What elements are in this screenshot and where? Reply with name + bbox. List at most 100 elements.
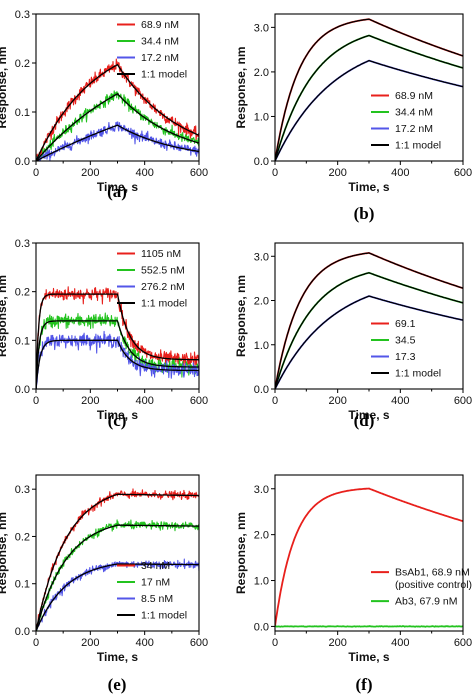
legend-label: 34.4 nM <box>395 107 433 119</box>
y-tick-label: 0.1 <box>15 335 30 347</box>
plot-area <box>36 286 199 389</box>
legend-label: BsAb1, 68.9 nM <box>395 567 470 579</box>
series-line <box>36 121 199 161</box>
legend-label: 1:1 model <box>395 368 441 380</box>
x-axis-title: Time, s <box>348 650 389 664</box>
x-axis-title: Time, s <box>97 180 138 194</box>
y-tick-label: 3.0 <box>254 22 269 34</box>
plot-area <box>36 58 199 161</box>
legend-label: 34.4 nM <box>141 36 179 48</box>
y-axis-title: Response, nm <box>0 512 9 594</box>
x-axis-title: Time, s <box>97 650 138 664</box>
y-tick-label: 0.1 <box>15 107 30 119</box>
y-tick-label: 1.0 <box>254 340 269 352</box>
legend-label: 1:1 model <box>395 140 441 152</box>
y-tick-label: 3.0 <box>254 251 269 263</box>
x-tick-label: 600 <box>190 167 208 179</box>
x-axis-title: Time, s <box>97 408 138 422</box>
x-tick-label: 0 <box>272 167 278 179</box>
panel-label: (f) <box>356 675 373 694</box>
legend-label: 34.5 <box>395 335 416 347</box>
y-tick-label: 0.1 <box>15 579 30 591</box>
chart-panel: 0 200 400 600 0.0 0.1 0.2 0.3 Time, s Response, n… <box>0 9 208 201</box>
y-tick-label: 0.3 <box>15 484 30 496</box>
x-axis-title: Time, s <box>348 408 389 422</box>
legend-label: 17 nM <box>141 577 170 589</box>
model-fit-line <box>36 524 199 631</box>
panel-label: (d) <box>354 411 375 430</box>
series-line <box>36 330 199 389</box>
y-tick-label: 0.0 <box>15 384 30 396</box>
plot-area <box>36 488 199 631</box>
legend-label: 276.2 nM <box>141 281 185 293</box>
x-tick-label: 0 <box>272 637 278 649</box>
panel-label: (a) <box>107 182 127 201</box>
chart-panel: 0 200 400 600 0.0 0.1 0.2 0.3 Time, s Response, n… <box>0 238 208 430</box>
y-tick-label: 0.3 <box>15 9 30 21</box>
y-tick-label: 0.0 <box>254 384 269 396</box>
legend-label: Ab3, 67.9 nM <box>395 596 457 608</box>
model-fit-line <box>275 59 463 161</box>
legend-label: 68.9 nM <box>395 90 433 102</box>
x-axis-title: Time, s <box>348 180 389 194</box>
x-tick-label: 600 <box>454 395 472 407</box>
model-fit-line <box>275 252 463 389</box>
x-tick-label: 400 <box>135 167 153 179</box>
y-tick-label: 0.2 <box>15 287 30 299</box>
legend-label: 1:1 model <box>141 610 187 622</box>
chart-panel: 0 200 400 600 0.0 1.0 2.0 3.0 Time, s Response, n… <box>234 474 472 694</box>
y-tick-label: 2.0 <box>254 530 269 542</box>
model-fit-line <box>275 34 463 161</box>
legend-label: 1:1 model <box>141 69 187 81</box>
y-axis-title: Response, nm <box>0 46 9 128</box>
legend-label: 1:1 model <box>141 298 187 310</box>
chart-panel: 0 200 400 600 0.0 1.0 2.0 3.0 Time, s Response, n… <box>234 242 472 430</box>
model-fit-line <box>36 124 199 161</box>
series-line <box>36 312 199 389</box>
legend-label: 1105 nM <box>141 248 181 260</box>
model-fit-line <box>36 293 199 389</box>
panel-label: (b) <box>354 204 375 223</box>
y-axis-title: Response, nm <box>0 275 9 357</box>
y-axis-title: Response, nm <box>234 512 248 594</box>
y-tick-label: 2.0 <box>254 67 269 79</box>
x-tick-label: 200 <box>81 167 99 179</box>
y-tick-label: 0.0 <box>15 156 30 168</box>
model-fit-line <box>36 92 199 161</box>
x-tick-label: 600 <box>454 167 472 179</box>
plot-area <box>275 251 463 389</box>
legend-label: 17.2 nM <box>395 123 433 135</box>
y-tick-label: 0.0 <box>254 156 269 168</box>
legend-label: 68.9 nM <box>141 19 179 31</box>
legend-label: 17.2 nM <box>141 52 179 64</box>
x-tick-label: 400 <box>391 395 409 407</box>
series-line <box>36 90 199 161</box>
x-tick-label: 200 <box>81 637 99 649</box>
model-fit-line <box>36 339 199 389</box>
y-tick-label: 1.0 <box>254 111 269 123</box>
y-tick-label: 0.0 <box>15 626 30 638</box>
panel-label: (c) <box>108 411 127 430</box>
x-tick-label: 600 <box>190 637 208 649</box>
legend-label: 552.5 nM <box>141 265 185 277</box>
legend-label: 69.1 <box>395 318 416 330</box>
x-tick-label: 200 <box>328 395 346 407</box>
model-fit-line <box>36 493 199 631</box>
x-tick-label: 400 <box>135 395 153 407</box>
x-tick-label: 200 <box>81 395 99 407</box>
chart-panel: 0 200 400 600 0.0 1.0 2.0 3.0 Time, s Response, n… <box>234 13 472 223</box>
y-tick-label: 1.0 <box>254 576 269 588</box>
y-axis-title: Response, nm <box>234 46 248 128</box>
y-tick-label: 0.2 <box>15 58 30 70</box>
model-fit-line <box>36 563 199 631</box>
legend-label: (positive control) <box>395 579 472 591</box>
x-tick-label: 0 <box>33 395 39 407</box>
x-tick-label: 400 <box>391 167 409 179</box>
y-tick-label: 0.0 <box>254 621 269 633</box>
panel-label: (e) <box>108 675 127 694</box>
series-line <box>275 487 463 627</box>
plot-area <box>275 18 463 161</box>
x-tick-label: 200 <box>328 637 346 649</box>
y-tick-label: 2.0 <box>254 296 269 308</box>
x-tick-label: 400 <box>391 637 409 649</box>
